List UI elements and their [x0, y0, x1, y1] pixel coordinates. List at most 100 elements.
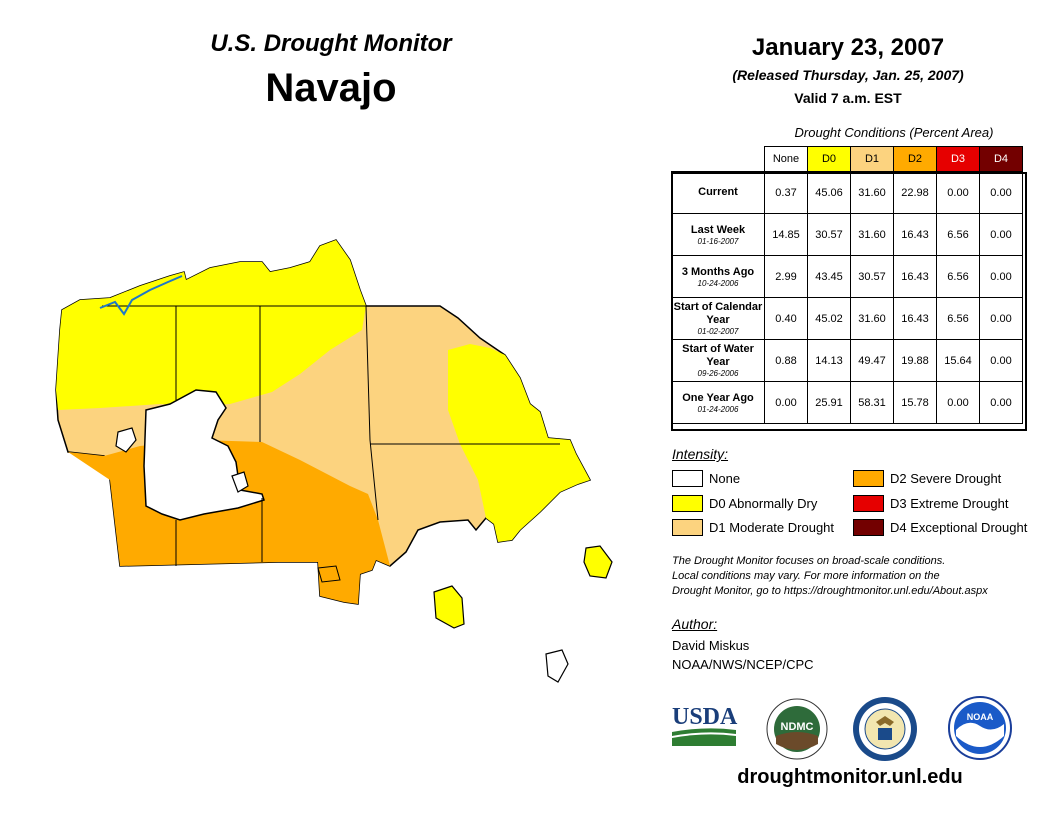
row-date: 01-16-2007: [697, 236, 739, 246]
row-label: Last Week: [690, 223, 746, 236]
legend-label: D3 Extreme Drought: [890, 496, 1009, 511]
table-cell: 31.60: [850, 297, 894, 340]
table-cell: 43.45: [807, 255, 851, 298]
disclaimer-note: The Drought Monitor focuses on broad-sca…: [672, 554, 1042, 599]
usda-logo: USDA: [672, 704, 738, 746]
legend-swatch: [853, 519, 884, 536]
map-subtitle: U.S. Drought Monitor: [210, 30, 452, 57]
region-d0-north: [56, 240, 366, 410]
table-cell: 0.00: [764, 381, 808, 424]
commerce-seal-logo: [853, 697, 917, 761]
row-date: 01-24-2006: [697, 404, 739, 414]
legend-item-none: None: [672, 470, 740, 487]
author-org: NOAA/NWS/NCEP/CPC: [672, 657, 814, 672]
table-cell: 30.57: [807, 213, 851, 256]
row-label: Start of Calendar Year: [673, 301, 763, 326]
table-header-row: None D0 D1 D2 D3 D4: [672, 146, 1023, 172]
legend-swatch: [672, 519, 703, 536]
row-label: Start of Water Year: [682, 343, 754, 368]
table-cell: 58.31: [850, 381, 894, 424]
row-label: One Year Ago: [682, 391, 754, 404]
region-none-small: [115, 427, 137, 453]
table-cell: 0.00: [979, 339, 1023, 382]
table-row: One Year Ago 01-24-2006 0.00 25.91 58.31 …: [671, 381, 1023, 424]
note-line: The Drought Monitor focuses on broad-sca…: [672, 555, 946, 567]
col-header-d3: D3: [936, 146, 980, 172]
website-link[interactable]: droughtmonitor.unl.edu: [737, 766, 963, 788]
drought-conditions-table: None D0 D1 D2 D3 D4 Current 0.37 45.06 3…: [671, 146, 1023, 424]
ndmc-logo: NDMC: [766, 698, 828, 760]
col-header-d2: D2: [893, 146, 937, 172]
table-row: Last Week 01-16-2007 14.85 30.57 31.60 16…: [671, 213, 1023, 256]
noaa-logo-text: NOAA: [967, 712, 994, 722]
col-header-d0: D0: [807, 146, 851, 172]
legend-swatch: [672, 495, 703, 512]
table-cell: 31.60: [850, 213, 894, 256]
legend-item-d3: D3 Extreme Drought: [853, 495, 1009, 512]
area-d2-small: [317, 565, 341, 583]
area-d0-alamo: [433, 585, 465, 629]
valid-time: Valid 7 a.m. EST: [794, 90, 902, 106]
legend-swatch: [672, 470, 703, 487]
table-cell: 15.78: [893, 381, 937, 424]
table-cell: 19.88: [893, 339, 937, 382]
table-row: Start of Water Year 09-26-2006 0.88 14.13…: [671, 339, 1023, 382]
usda-logo-text: USDA: [672, 704, 738, 730]
chapter-boundaries: [102, 305, 560, 566]
table-cell: 16.43: [893, 255, 937, 298]
table-cell: 6.56: [936, 297, 980, 340]
legend-label: D1 Moderate Drought: [709, 520, 835, 535]
table-cell: 49.47: [850, 339, 894, 382]
region-none-east: [231, 471, 249, 493]
table-row: 3 Months Ago 10-24-2006 2.99 43.45 30.57 …: [671, 255, 1023, 298]
legend-label: None: [709, 471, 741, 486]
table-cell: 15.64: [936, 339, 980, 382]
table-cell: 30.57: [850, 255, 894, 298]
author-name: David Miskus: [672, 638, 750, 653]
table-cell: 0.00: [936, 381, 980, 424]
valid-date: January 23, 2007: [751, 34, 945, 61]
area-d0-canoncito: [583, 545, 613, 579]
row-date: 10-24-2006: [697, 278, 739, 288]
legend-label: D2 Severe Drought: [890, 471, 1002, 486]
table-cell: 6.56: [936, 255, 980, 298]
river: [99, 275, 183, 316]
table-cell: 14.85: [764, 213, 808, 256]
release-date: (Released Thursday, Jan. 25, 2007): [732, 67, 964, 83]
col-header-d4: D4: [979, 146, 1023, 172]
row-label: 3 Months Ago: [681, 265, 755, 278]
row-label: Current: [698, 186, 738, 198]
drought-map: [55, 239, 613, 683]
table-cell: 0.00: [979, 297, 1023, 340]
table-cell: 31.60: [850, 171, 894, 214]
area-none-ramah: [545, 649, 569, 683]
noaa-logo: NOAA: [948, 696, 1012, 760]
table-cell: 6.56: [936, 213, 980, 256]
table-row: Start of Calendar Year 01-02-2007 0.40 45…: [671, 297, 1023, 340]
table-cell: 0.00: [979, 381, 1023, 424]
table-cell: 25.91: [807, 381, 851, 424]
table-cell: 0.00: [936, 171, 980, 214]
table-cell: 45.06: [807, 171, 851, 214]
table-row: Current 0.37 45.06 31.60 22.98 0.00 0.00: [671, 171, 1023, 214]
col-header-none: None: [764, 146, 808, 172]
table-cell: 16.43: [893, 213, 937, 256]
legend-swatch: [853, 470, 884, 487]
legend-item-d2: D2 Severe Drought: [853, 470, 1001, 487]
legend-item-d0: D0 Abnormally Dry: [672, 495, 817, 512]
note-line: Local conditions may vary. For more info…: [672, 570, 940, 582]
ndmc-logo-text: NDMC: [781, 721, 814, 733]
legend-label: D0 Abnormally Dry: [709, 496, 818, 511]
table-cell: 0.00: [979, 213, 1023, 256]
table-cell: 0.40: [764, 297, 808, 340]
table-cell: 0.88: [764, 339, 808, 382]
table-cell: 16.43: [893, 297, 937, 340]
legend-item-d1: D1 Moderate Drought: [672, 519, 834, 536]
table-cell: 2.99: [764, 255, 808, 298]
author-title: Author:: [672, 616, 718, 632]
col-header-d1: D1: [850, 146, 894, 172]
table-cell: 22.98: [893, 171, 937, 214]
table-cell: 45.02: [807, 297, 851, 340]
legend-label: D4 Exceptional Drought: [890, 520, 1028, 535]
note-line: Drought Monitor, go to https://droughtmo…: [672, 585, 988, 597]
